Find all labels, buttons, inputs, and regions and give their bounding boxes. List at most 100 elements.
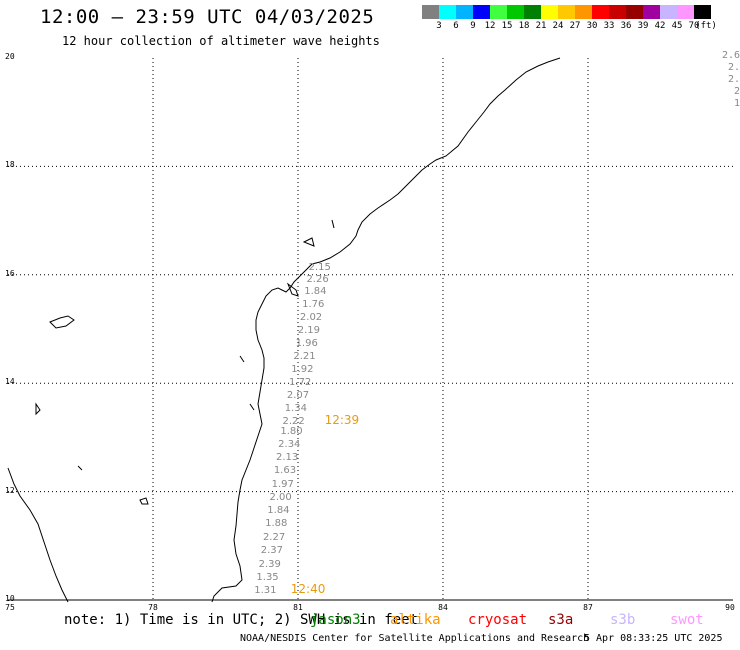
longitude-label: 75	[5, 603, 15, 612]
legend-swot: swot	[670, 612, 704, 628]
latitude-label: 16	[5, 268, 15, 278]
colorbar-swatch	[422, 5, 439, 19]
legend-cryosat: cryosat	[468, 612, 528, 628]
swh-value: 1.97	[272, 479, 294, 490]
coastline-island-2	[35, 402, 41, 416]
colorbar-swatch	[456, 5, 473, 19]
swh-value: 1.31	[254, 585, 276, 596]
colorbar-swatch	[524, 5, 541, 19]
latitude-label: 20	[5, 52, 15, 61]
footer-note: note: 1) Time is in UTC; 2) SWH is in fe…	[64, 612, 419, 628]
edge-swh-value: 2.	[727, 62, 740, 73]
colorbar-label: 9	[470, 21, 476, 31]
swh-value: 2.34	[278, 439, 300, 450]
colorbar-labels: 3 6 9 12 15 18 21 24 27 30 33 36 39 42 45 70 (ft)	[422, 21, 740, 33]
swh-value: 1.80	[280, 426, 302, 437]
coastline-island-1	[49, 315, 75, 329]
colorbar-label: 45	[671, 21, 683, 31]
colorbar-swatch	[660, 5, 677, 19]
latitude-label: 14	[5, 377, 15, 387]
colorbar	[422, 5, 711, 19]
coastline-island-5	[331, 219, 335, 229]
altika-track: 12:39 12:40	[291, 413, 359, 596]
longitude-label: 90	[725, 603, 735, 612]
colorbar-swatch	[507, 5, 524, 19]
swh-value: 1.34	[285, 403, 307, 414]
swh-value: 1.96	[296, 338, 318, 349]
colorbar-label: 42	[654, 21, 666, 31]
colorbar-label: 39	[637, 21, 649, 31]
coastline-delta	[286, 282, 299, 297]
edge-swh-value: 2.6	[721, 50, 740, 61]
swh-value: 1.84	[304, 286, 326, 297]
legend-altika: altika	[390, 612, 441, 628]
colorbar-swatch	[592, 5, 609, 19]
colorbar-swatch	[609, 5, 626, 19]
colorbar-swatch	[541, 5, 558, 19]
legend-s3b: s3b	[610, 612, 636, 628]
edge-swh-value: 2	[733, 86, 740, 97]
coastline-mainland	[211, 57, 561, 603]
legend-s3a: s3a	[548, 612, 574, 628]
colorbar-label: 15	[501, 21, 513, 31]
longitude-label: 81	[293, 603, 303, 612]
colorbar-label: 33	[603, 21, 615, 31]
swh-value: 2.13	[276, 452, 298, 463]
longitude-label: 84	[438, 603, 448, 612]
colorbar-label: 70	[688, 21, 700, 31]
map-title: 12:00 – 23:59 UTC 04/03/2025	[40, 6, 375, 28]
coastline-island-8	[77, 465, 83, 471]
coastline-srilanka	[7, 467, 69, 603]
coastline	[7, 57, 561, 603]
swh-value: 2.02	[300, 312, 322, 323]
colorbar-swatch	[626, 5, 643, 19]
altika-time-label: 12:39	[325, 413, 360, 427]
swh-value: 2.27	[263, 532, 285, 543]
swh-value: 1.92	[291, 364, 313, 375]
altika-time-label: 12:40	[291, 582, 326, 596]
coastline-island-6	[239, 355, 245, 363]
swh-track: 2.152.261.841.762.022.191.962.211.921.72…	[254, 262, 331, 596]
graticule	[8, 58, 733, 601]
swh-value: 2.07	[287, 390, 309, 401]
colorbar-label: 6	[453, 21, 459, 31]
colorbar-label: 24	[552, 21, 564, 31]
colorbar-label: (ft)	[695, 21, 717, 31]
swh-value: 2.21	[293, 351, 315, 362]
swh-value: 2.39	[259, 559, 281, 570]
edge-swh-value: 2.	[727, 74, 740, 85]
latitude-label: 10	[5, 594, 15, 603]
map-subtitle: 12 hour collection of altimeter wave hei…	[62, 34, 380, 48]
longitude-label: 78	[148, 603, 158, 612]
swh-value: 2.00	[269, 492, 291, 503]
swh-value: 1.35	[256, 572, 278, 583]
colorbar-label: 36	[620, 21, 632, 31]
swh-value: 1.88	[265, 518, 287, 529]
colorbar-swatch	[694, 5, 711, 19]
colorbar-swatch	[677, 5, 694, 19]
swh-value: 1.72	[289, 377, 311, 388]
swh-value: 1.84	[267, 505, 289, 516]
footer-timestamp: 5 Apr 08:33:25 UTC 2025	[584, 633, 723, 644]
colorbar-label: 12	[484, 21, 496, 31]
legend-jason3: jason3	[310, 612, 361, 628]
colorbar-label: 27	[569, 21, 581, 31]
footer-credit: NOAA/NESDIS Center for Satellite Applica…	[240, 633, 590, 644]
coastline-island-4	[302, 237, 315, 247]
colorbar-label: 30	[586, 21, 598, 31]
latitude-label: 12	[5, 485, 15, 495]
swh-value: 2.19	[298, 325, 320, 336]
swh-value: 2.37	[261, 545, 283, 556]
colorbar-label: 3	[436, 21, 442, 31]
colorbar-swatch	[575, 5, 592, 19]
longitude-label: 87	[583, 603, 593, 612]
colorbar-swatch	[439, 5, 456, 19]
swh-value: 2.22	[283, 416, 305, 427]
swh-value: 2.15	[309, 262, 331, 273]
swh-value: 1.63	[274, 465, 296, 476]
colorbar-label: 21	[535, 21, 547, 31]
swh-value: 2.26	[306, 274, 328, 285]
colorbar-swatch	[558, 5, 575, 19]
colorbar-swatch	[490, 5, 507, 19]
